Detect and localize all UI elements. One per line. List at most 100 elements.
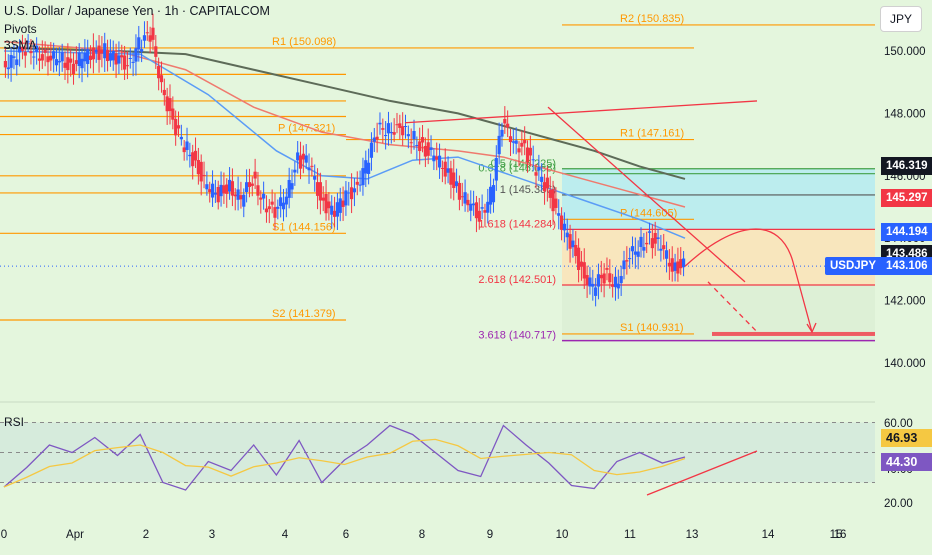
time-axis-label: 10 (556, 529, 569, 541)
sma-slow-line (4, 48, 685, 179)
candle-body (129, 58, 132, 59)
candle-body (191, 152, 194, 166)
rsi-value-tag: 46.93 (881, 429, 932, 447)
time-axis-label: 11 (624, 529, 636, 541)
candle-body (285, 197, 288, 205)
candle-body (302, 154, 305, 160)
candle-body (49, 56, 52, 61)
indicator-sma-label[interactable]: 3SMA (4, 38, 37, 52)
target-zone-bar (712, 332, 875, 336)
candle-body (625, 260, 628, 261)
candle-body (336, 202, 339, 216)
candle-body (645, 243, 648, 244)
candle-body (239, 195, 242, 199)
candle-body (214, 193, 217, 195)
pivot-label: R1 (147.161) (620, 128, 684, 140)
candle-body (276, 207, 279, 209)
price-axis-label: 140.000 (884, 358, 926, 370)
candle-body (117, 55, 120, 63)
fib-label: 3.618 (140.717) (478, 330, 556, 342)
candle-body (500, 130, 503, 137)
candle-body (202, 175, 205, 176)
candle-body (404, 126, 407, 127)
candle-body (577, 248, 580, 270)
candle-body (12, 56, 15, 57)
candle-body (373, 138, 376, 142)
candle-body (120, 55, 123, 57)
candle-body (166, 96, 169, 111)
candle-body (444, 162, 447, 177)
candle-body (583, 262, 586, 278)
candle-body (211, 184, 214, 198)
candle-body (7, 67, 10, 69)
candle-body (639, 237, 642, 247)
candle-body (588, 278, 591, 287)
candle-body (319, 182, 322, 200)
candle-body (370, 143, 373, 158)
candle-body (458, 183, 461, 200)
candle-body (622, 260, 625, 269)
candle-body (234, 194, 237, 196)
candle-body (656, 237, 659, 239)
candle-body (66, 57, 69, 70)
candle-body (549, 190, 552, 198)
candle-body (498, 136, 501, 154)
candle-body (393, 132, 396, 135)
candle-body (452, 173, 455, 189)
candle-body (183, 147, 186, 152)
candle-body (673, 262, 676, 270)
candle-body (395, 124, 398, 125)
time-axis-label: 16 (834, 529, 847, 541)
candle-body (109, 53, 112, 60)
candle-body (307, 167, 310, 170)
candle-body (225, 185, 228, 194)
currency-button[interactable]: JPY (880, 6, 922, 32)
indicator-pivots-label[interactable]: Pivots (4, 22, 37, 36)
fib-label: 2.618 (142.501) (478, 274, 556, 286)
candle-body (617, 284, 620, 289)
candle-body (446, 168, 449, 172)
fib-zone-upper (562, 169, 875, 230)
candle-body (398, 123, 401, 128)
candle-body (364, 160, 367, 173)
time-axis-label: 13 (686, 529, 699, 541)
candle-body (367, 163, 370, 174)
candle-body (154, 46, 157, 57)
candle-body (492, 185, 495, 202)
candle-body (560, 216, 563, 230)
candle-body (648, 231, 651, 233)
candle-body (200, 162, 203, 182)
pivot-label: P (144.605) (620, 207, 677, 219)
candle-body (290, 183, 293, 189)
candle-body (44, 50, 47, 53)
candle-body (546, 178, 549, 189)
candle-body (469, 204, 472, 211)
price-axis-label: 148.000 (884, 108, 926, 120)
price-axis-label: 150.000 (884, 46, 926, 58)
candle-body (344, 190, 347, 205)
candle-body (248, 182, 251, 187)
candle-body (551, 189, 554, 211)
candle-body (662, 245, 665, 249)
candle-body (486, 202, 489, 213)
candle-body (41, 54, 44, 60)
candle-body (441, 168, 444, 169)
rsi-value-tag: 44.30 (881, 453, 932, 471)
price-tag: 146.319 (881, 157, 932, 175)
candle-body (532, 159, 535, 160)
symbol-title: U.S. Dollar / Japanese Yen · 1h · CAPITA… (4, 4, 270, 18)
time-axis-label: 2 (143, 529, 149, 541)
candle-body (316, 182, 319, 196)
candle-body (580, 262, 583, 267)
candle-body (75, 60, 78, 64)
candle-body (222, 185, 225, 193)
candle-body (563, 224, 566, 231)
candle-body (517, 148, 520, 152)
candle-body (339, 198, 342, 213)
candle-body (378, 123, 381, 125)
candle-body (38, 59, 41, 61)
candle-body (534, 172, 537, 176)
candle-body (506, 124, 509, 128)
